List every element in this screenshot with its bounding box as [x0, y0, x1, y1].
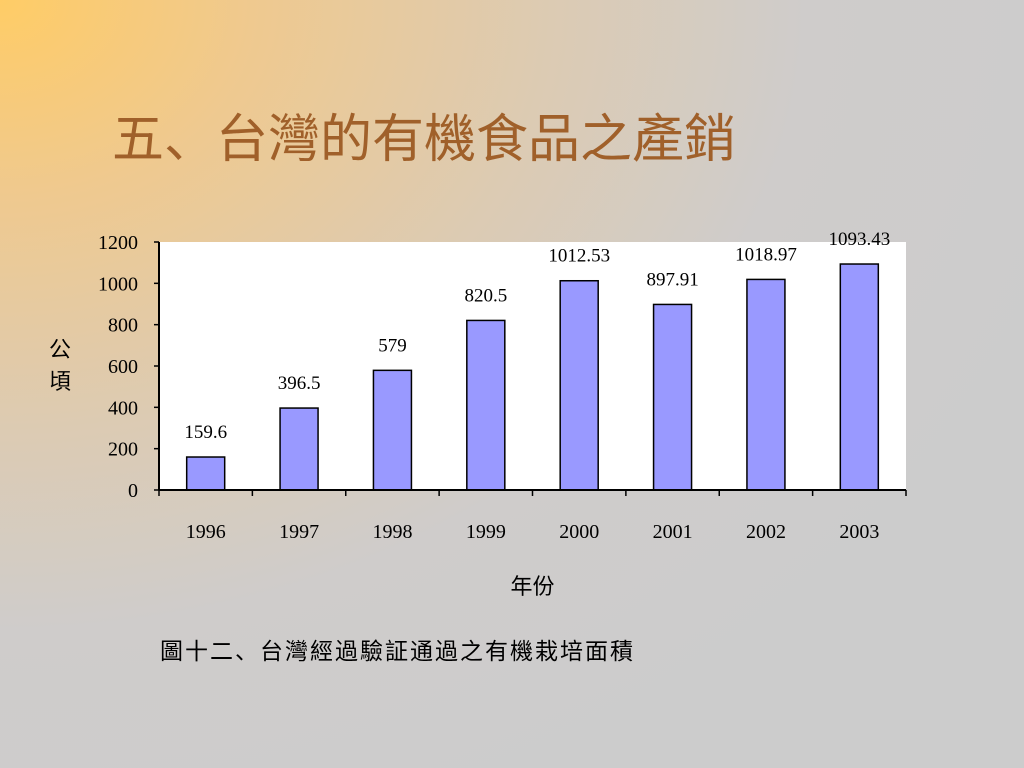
x-tick-label: 2002 [746, 521, 786, 543]
x-tick-label: 1997 [279, 521, 319, 543]
data-label: 396.5 [278, 373, 321, 394]
y-tick-label: 1200 [98, 232, 138, 254]
y-axis-ticks: 0 200 400 600 800 1000 1200 [98, 232, 159, 502]
bar [746, 278, 786, 491]
slide-title: 五、台灣的有機食品之產銷 [112, 110, 737, 170]
bar [652, 303, 693, 491]
bar-series [185, 263, 880, 491]
x-axis-title: 年份 [510, 575, 554, 600]
data-label: 1093.43 [828, 229, 890, 250]
x-tick-label: 1996 [186, 521, 226, 543]
x-tick-label: 1998 [372, 521, 412, 543]
x-tick-label: 2003 [839, 521, 879, 543]
x-tick-label: 2001 [653, 521, 693, 543]
bar [279, 407, 319, 491]
y-axis-title: 公頃 [49, 338, 71, 395]
bar [372, 369, 413, 491]
y-axis-title-char: 頃 [49, 370, 71, 395]
y-tick-label: 1000 [98, 273, 138, 295]
y-tick-label: 200 [108, 439, 138, 461]
bar [466, 319, 506, 491]
y-tick-label: 800 [108, 315, 138, 337]
y-axis-title-char: 公 [49, 338, 71, 363]
x-tick-label: 1999 [466, 521, 506, 543]
data-label: 159.6 [184, 422, 227, 443]
bar [839, 263, 880, 491]
data-label: 579 [378, 335, 407, 356]
y-tick-label: 0 [128, 480, 138, 502]
bar [559, 279, 599, 491]
x-tick-label: 2000 [559, 521, 599, 543]
bar [185, 456, 226, 491]
data-labels: 159.6 396.5 579 820.5 1012.53 897.91 1018.97 10… [184, 229, 890, 443]
data-label: 820.5 [464, 285, 507, 306]
x-axis-ticks: 1996 1997 1998 1999 2000 2001 2002 2003 [158, 490, 907, 543]
y-tick-label: 400 [108, 397, 138, 419]
data-label: 897.91 [646, 269, 698, 290]
data-label: 1012.53 [548, 246, 610, 267]
y-tick-label: 600 [108, 356, 138, 378]
figure-caption: 圖十二、台灣經過驗証通過之有機栽培面積 [160, 639, 635, 665]
data-label: 1018.97 [735, 244, 797, 265]
plot-area [159, 242, 906, 490]
